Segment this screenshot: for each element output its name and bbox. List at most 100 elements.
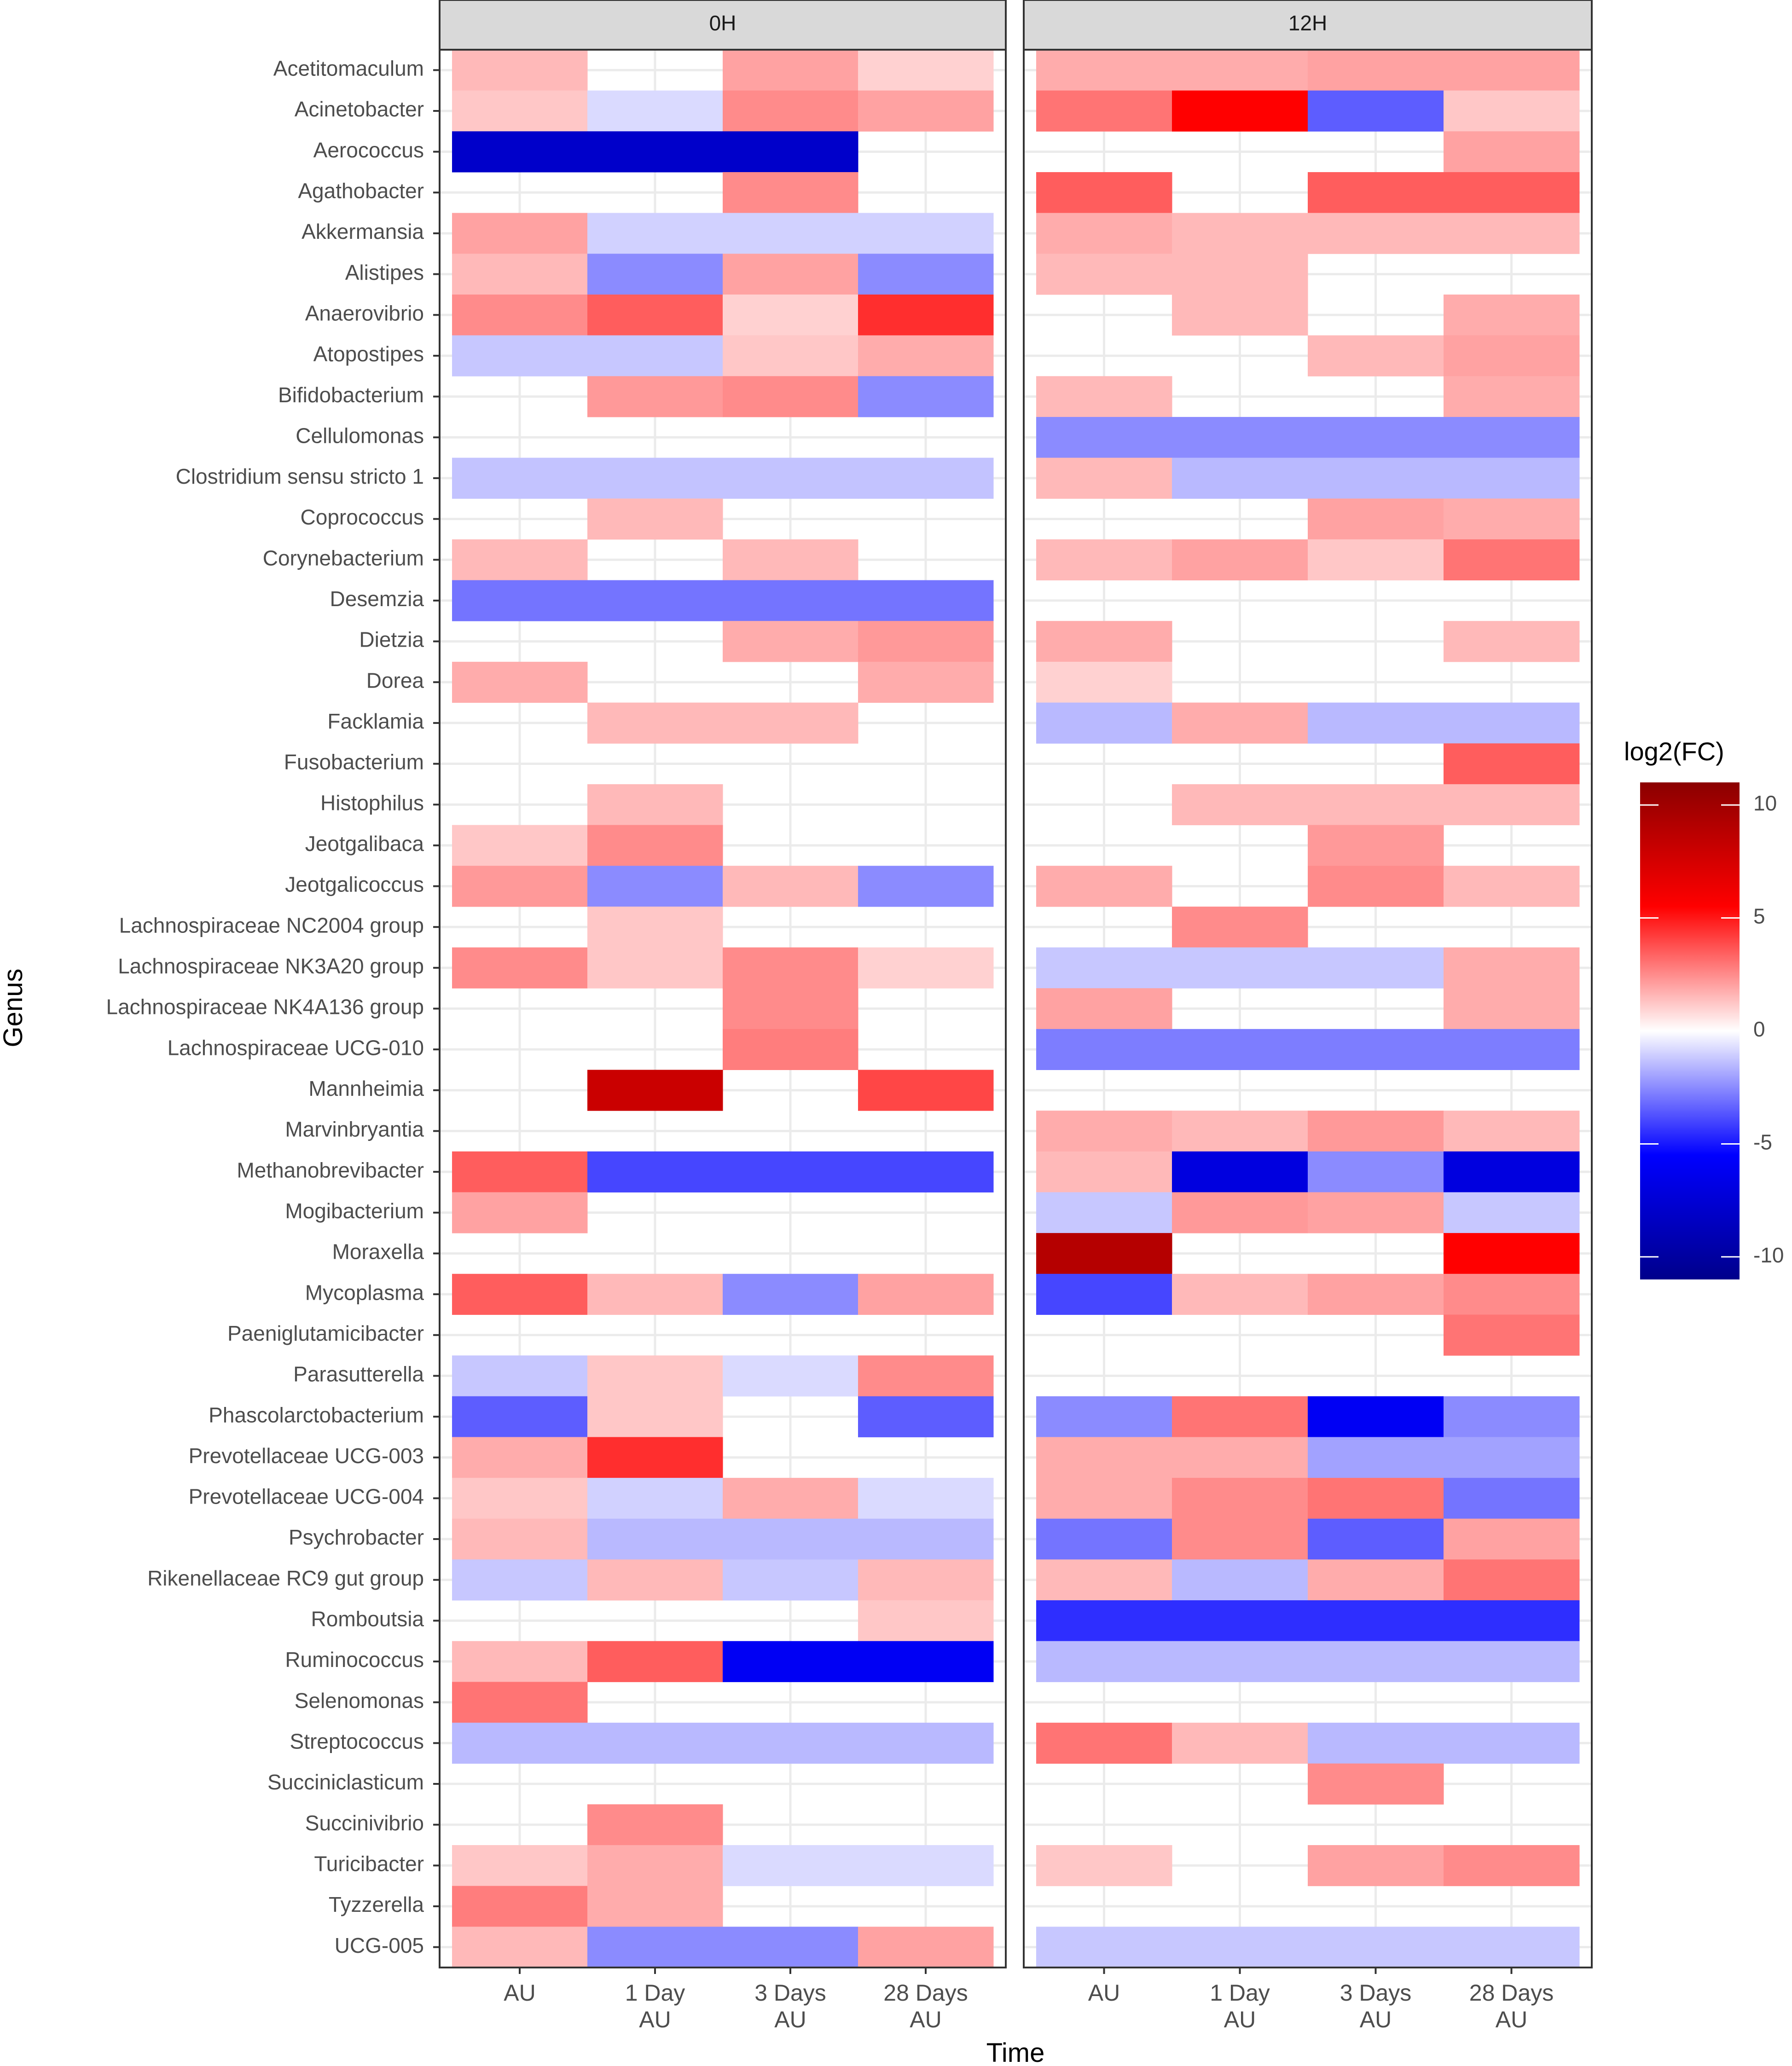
- heatmap-cell: [723, 539, 858, 581]
- heatmap-cell: [858, 254, 994, 295]
- heatmap-cell: [587, 702, 723, 744]
- heatmap-cell: [452, 1151, 588, 1192]
- heatmap-cell: [587, 131, 723, 173]
- heatmap-cell: [858, 90, 994, 132]
- heatmap-cell: [1444, 213, 1580, 254]
- heatmap-cell: [587, 1273, 723, 1315]
- heatmap-cell: [1444, 1192, 1580, 1233]
- heatmap-cell: [1444, 1273, 1580, 1315]
- heatmap-cell: [587, 1355, 723, 1397]
- heatmap-cell: [1036, 1641, 1172, 1682]
- heatmap-cell: [1036, 417, 1172, 458]
- heatmap-cell: [858, 1355, 994, 1397]
- x-tick-label: 28 Days AU: [883, 1980, 968, 2032]
- heatmap-cell: [452, 1273, 588, 1315]
- y-tick-label: Turicibacter: [314, 1852, 424, 1876]
- heatmap-cell: [1036, 1478, 1172, 1519]
- heatmap-cell: [1172, 539, 1308, 581]
- heatmap-cell: [587, 1437, 723, 1478]
- y-tick-label: Lachnospiraceae NK4A136 group: [106, 995, 424, 1019]
- heatmap-cell: [587, 866, 723, 907]
- heatmap-cell: [858, 1273, 994, 1315]
- y-tick-label: Anaerovibrio: [305, 301, 424, 325]
- strip-0h: [439, 0, 1007, 51]
- heatmap-cell: [1036, 621, 1172, 662]
- heatmap-cell: [858, 947, 994, 989]
- strip-12h: [1023, 0, 1593, 51]
- x-tick-label: 28 Days AU: [1469, 1980, 1554, 2032]
- y-tick-label: Lachnospiraceae UCG-010: [168, 1036, 424, 1059]
- y-tick-label: Atopostipes: [313, 342, 424, 366]
- heatmap-cell: [1308, 498, 1444, 540]
- y-tick-label: Prevotellaceae UCG-004: [189, 1485, 424, 1509]
- y-tick-label: Jeotgalicoccus: [285, 873, 424, 897]
- heatmap-cell: [452, 1682, 588, 1723]
- y-tick-label: Acetitomaculum: [273, 56, 424, 80]
- heatmap-cell: [1036, 1029, 1172, 1070]
- heatmap-cell: [587, 1559, 723, 1601]
- y-tick-label: Agathobacter: [298, 179, 424, 203]
- heatmap-cell: [858, 1518, 994, 1560]
- heatmap-cell: [1036, 866, 1172, 907]
- heatmap-cell: [1172, 1273, 1308, 1315]
- panel-border-12h: [1023, 49, 1593, 1968]
- heatmap-cell: [858, 376, 994, 417]
- heatmap-cell: [587, 1886, 723, 1927]
- heatmap-cell: [723, 131, 858, 173]
- heatmap-cell: [723, 947, 858, 989]
- heatmap-cell: [452, 1723, 588, 1764]
- heatmap-cell: [1308, 90, 1444, 132]
- heatmap-cell: [1036, 1111, 1172, 1152]
- heatmap-cell: [587, 335, 723, 376]
- y-axis-title: Genus: [0, 969, 28, 1047]
- heatmap-cell: [452, 539, 588, 581]
- heatmap-cell: [1444, 866, 1580, 907]
- y-tick-label: Akkermansia: [302, 220, 424, 243]
- heatmap-cell: [1444, 784, 1580, 826]
- heatmap-cell: [858, 1845, 994, 1887]
- heatmap-cell: [858, 1723, 994, 1764]
- y-tick-label: Moraxella: [332, 1240, 424, 1264]
- heatmap-cell: [1308, 1763, 1444, 1805]
- heatmap-cell: [1172, 702, 1308, 744]
- heatmap-cell: [1036, 1559, 1172, 1601]
- heatmap-cell: [723, 866, 858, 907]
- heatmap-cell: [587, 1804, 723, 1846]
- heatmap-cell: [1036, 1600, 1172, 1642]
- heatmap-cell: [1036, 172, 1172, 214]
- heatmap-cell: [1308, 1600, 1444, 1642]
- heatmap-cell: [1172, 1396, 1308, 1437]
- heatmap-cell: [723, 1273, 858, 1315]
- heatmap-cell: [858, 1641, 994, 1682]
- heatmap-cell: [723, 1151, 858, 1192]
- x-axis-title: Time: [986, 2038, 1045, 2066]
- heatmap-cell: [587, 580, 723, 621]
- heatmap-cell: [587, 294, 723, 336]
- heatmap-cell: [723, 1559, 858, 1601]
- heatmap-cell: [452, 1192, 588, 1233]
- heatmap-cell: [723, 172, 858, 214]
- heatmap-cell: [1444, 131, 1580, 173]
- heatmap-cell: [1036, 1723, 1172, 1764]
- heatmap-cell: [452, 131, 588, 173]
- heatmap-cell: [1036, 1518, 1172, 1560]
- heatmap-cell: [1172, 417, 1308, 458]
- heatmap-cell: [1308, 1478, 1444, 1519]
- heatmap-cell: [587, 213, 723, 254]
- heatmap-cell: [1308, 1641, 1444, 1682]
- heatmap-cell: [1172, 1111, 1308, 1152]
- y-tick-label: Phascolarctobacterium: [209, 1403, 424, 1427]
- heatmap-cell: [587, 90, 723, 132]
- heatmap-cell: [1036, 661, 1172, 703]
- heatmap-cell: [858, 50, 994, 91]
- legend-tick-label: -10: [1753, 1243, 1784, 1267]
- heatmap-cell: [858, 580, 994, 621]
- heatmap-cell: [1444, 1723, 1580, 1764]
- y-tick-label: Dorea: [366, 668, 424, 692]
- y-tick-label: Paeniglutamicibacter: [227, 1321, 424, 1345]
- heatmap-cell: [1444, 335, 1580, 376]
- heatmap-cell: [1444, 1559, 1580, 1601]
- heatmap-cell: [858, 621, 994, 662]
- heatmap-cell: [1036, 1845, 1172, 1887]
- heatmap-cell: [452, 50, 588, 91]
